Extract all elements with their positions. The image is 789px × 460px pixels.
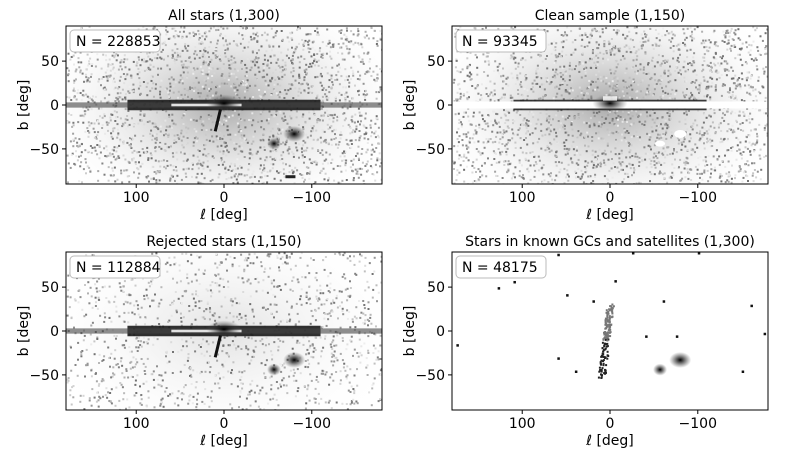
x-tick-label: 100: [509, 416, 536, 432]
y-tick-label: −50: [415, 142, 445, 158]
gc-mark: [557, 357, 560, 360]
x-axis-label: ℓ [deg]: [585, 433, 634, 449]
y-tick-label: 50: [41, 280, 59, 296]
panel-1: 100 0 −100 50 0 −50 All stars (1,300) ℓ [deg] b …: [16, 8, 383, 223]
y-tick-label: 0: [50, 324, 59, 340]
heatmap: [66, 26, 382, 184]
y-axis-label: b [deg]: [16, 306, 32, 357]
y-tick-label: 50: [41, 54, 59, 70]
panel-4: 100 0 −100 50 0 −50 Stars in known GCs and sat…: [402, 234, 769, 449]
y-tick-label: 0: [50, 98, 59, 114]
sample-count-label: N = 228853: [76, 34, 161, 50]
gc-mark: [675, 335, 679, 338]
x-axis-label: ℓ [deg]: [199, 207, 248, 223]
x-axis-label: ℓ [deg]: [199, 433, 248, 449]
x-tick-label: 100: [123, 190, 150, 206]
annotation-box: [455, 255, 547, 279]
x-tick-label: 0: [220, 190, 229, 206]
panel-title: Rejected stars (1,150): [146, 234, 301, 250]
annotation-box: [455, 29, 547, 53]
x-tick-label: −100: [679, 416, 717, 432]
y-tick-label: 0: [436, 324, 445, 340]
gc-mark: [741, 370, 745, 373]
gc-mark: [697, 252, 701, 255]
sample-count-label: N = 48175: [462, 260, 538, 276]
y-tick-label: 50: [427, 54, 445, 70]
gc-mark: [566, 294, 569, 297]
gc-mark: [497, 287, 501, 290]
gc-mark: [631, 252, 635, 255]
gc-mark: [574, 370, 578, 373]
y-tick-label: −50: [29, 142, 59, 158]
sample-count-label: N = 93345: [462, 34, 538, 50]
panel-2: 100 0 −100 50 0 −50 Clean sample (1,150) ℓ [deg…: [402, 8, 769, 223]
gc-mark: [513, 280, 516, 284]
gc-mark: [614, 280, 617, 283]
panel-title: Clean sample (1,150): [535, 8, 686, 24]
panel-title: All stars (1,300): [168, 8, 280, 24]
y-axis-label: b [deg]: [402, 80, 418, 131]
x-tick-label: −100: [293, 416, 331, 432]
gc-mark: [645, 335, 648, 338]
x-tick-label: 100: [509, 190, 536, 206]
x-tick-label: 0: [220, 416, 229, 432]
y-axis-label: b [deg]: [16, 80, 32, 131]
sample-count-label: N = 112884: [76, 260, 161, 276]
x-tick-label: −100: [679, 190, 717, 206]
gc-mark: [662, 300, 666, 303]
x-tick-label: 100: [123, 416, 150, 432]
x-tick-label: 0: [606, 190, 615, 206]
gc-mark: [592, 300, 595, 303]
y-tick-label: −50: [29, 368, 59, 384]
x-tick-label: −100: [293, 190, 331, 206]
panel-3: 100 0 −100 50 0 −50 Rejected stars (1,150) ℓ [d…: [16, 234, 383, 449]
gc-mark: [750, 304, 753, 308]
y-tick-label: 50: [427, 280, 445, 296]
x-tick-label: 0: [606, 416, 615, 432]
gc-mark: [456, 344, 459, 347]
annotation-box: [69, 255, 161, 279]
gc-mark: [763, 332, 767, 336]
annotation-box: [69, 29, 161, 53]
heatmap: [452, 26, 768, 184]
x-axis-label: ℓ [deg]: [585, 207, 634, 223]
y-tick-label: 0: [436, 98, 445, 114]
gc-mark: [557, 253, 560, 257]
y-axis-label: b [deg]: [402, 306, 418, 357]
panel-title: Stars in known GCs and satellites (1,300…: [465, 234, 755, 250]
y-tick-label: −50: [415, 368, 445, 384]
